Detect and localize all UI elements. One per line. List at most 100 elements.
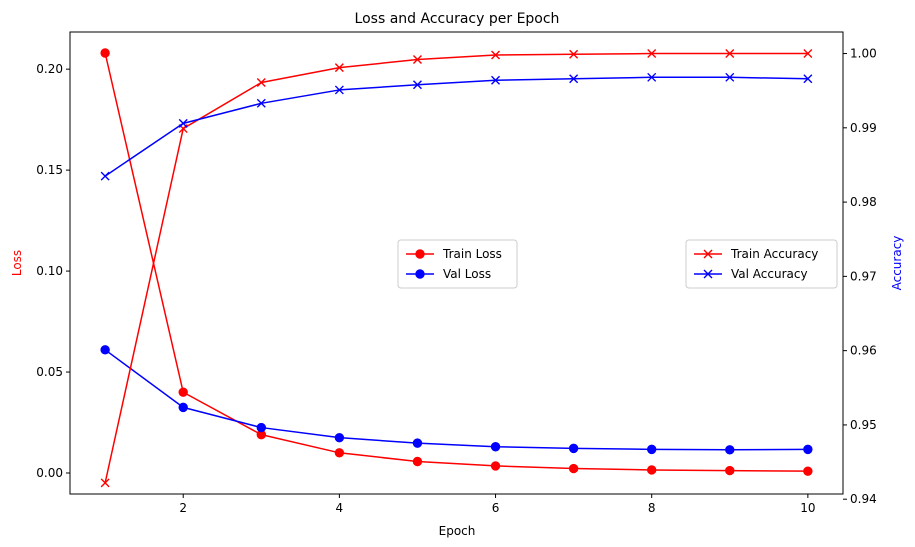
legend-item-train-loss: Train Loss [406,247,502,261]
val-accuracy-point-stroke [334,85,344,95]
right-y-tick-label: 0.97 [850,269,877,283]
chart-title: Loss and Accuracy per Epoch [355,11,560,27]
legend-swatch-marker [415,269,425,279]
train-accuracy-point [491,50,501,60]
series-val-loss [100,345,813,455]
legend-item-val-loss: Val Loss [406,267,491,281]
legend-swatch-marker [703,269,713,279]
left-y-tick-label: 0.10 [36,264,63,278]
val-accuracy-point-stroke [178,118,188,128]
val-loss-point [803,444,813,455]
axes-frame [69,31,844,495]
legend-swatch-marker-stroke [703,249,713,259]
val-loss-point [178,402,188,413]
val-accuracy-point [334,85,344,95]
train-loss-point [803,466,813,476]
train-accuracy-point [256,78,266,88]
right-y-tick-label: 0.96 [850,344,877,358]
val-accuracy-point-stroke [491,75,501,85]
val-accuracy-point [725,72,735,82]
train-loss-point [568,463,579,474]
train-accuracy-point-stroke [803,49,813,59]
train-accuracy-point [412,54,422,64]
val-accuracy-point-stroke [412,80,422,90]
series-val-accuracy [100,72,813,181]
left-y-tick-label: 0.15 [36,163,63,177]
x-tick-label: 2 [179,501,187,515]
val-accuracy-point-stroke [569,74,579,84]
val-accuracy-point [412,80,422,90]
left-y-tick-label: 0.20 [36,62,63,76]
train-loss-point [647,465,657,475]
right-y-tick-label: 0.99 [850,121,877,135]
val-loss-point [568,443,579,454]
train-accuracy-point [569,49,579,59]
left-axis-label: Loss [10,250,24,276]
x-tick-label: 4 [336,501,344,515]
val-accuracy-point [256,98,266,108]
x-tick-label: 10 [800,501,815,515]
series-train-loss [100,48,813,476]
val-accuracy-point [569,74,579,84]
train-loss-point [725,465,735,476]
legend-item-train-accuracy: Train Accuracy [694,247,818,261]
legend-box [397,239,518,289]
legend-swatch-marker [415,249,425,259]
train-loss-point [334,448,345,458]
plot-area: 2 4 6 8 10 0.00 0.05 0.10 0.15 0.20 0.94 0.95 0.96 0.… [36,31,877,515]
legend-swatch-marker-stroke [703,269,713,279]
train-accuracy-line [104,52,808,484]
legend-box [685,239,838,289]
train-accuracy-point-stroke [725,49,735,59]
val-loss-point [256,422,266,433]
right-y-tick-label: 0.95 [850,418,877,432]
legend-loss: Train Loss Val Loss [397,239,518,289]
train-loss-point [178,387,188,397]
val-loss-line [104,349,808,451]
x-axis-label: Epoch [439,524,476,538]
right-y-tick-label: 0.98 [850,195,877,209]
val-loss-point [334,432,345,443]
train-loss-point [100,48,110,58]
train-accuracy-point [647,49,657,59]
val-loss-point [490,442,501,452]
val-accuracy-point-stroke [647,72,657,82]
train-accuracy-point [334,63,344,73]
val-accuracy-point [178,118,188,128]
legend-swatch-marker [703,249,713,259]
val-accuracy-point-stroke [803,74,813,84]
x-tick-label: 8 [648,501,656,515]
train-accuracy-point-stroke [256,78,266,88]
val-loss-point [725,445,735,455]
train-accuracy-point [803,49,813,59]
val-accuracy-point [803,74,813,84]
train-accuracy-point-stroke [569,49,579,59]
legend-label: Train Accuracy [730,247,818,261]
train-loss-line [104,52,808,472]
val-accuracy-point [647,72,657,82]
legend-label: Train Loss [442,247,502,261]
val-loss-point [100,345,110,355]
val-accuracy-point-stroke [256,98,266,108]
left-y-tick-label: 0.00 [36,466,63,480]
legend-item-val-accuracy: Val Accuracy [694,267,808,281]
x-tick-label: 6 [492,501,500,515]
right-axis-label: Accuracy [890,236,904,291]
val-loss-point [647,444,657,455]
train-accuracy-point-stroke [647,49,657,59]
train-accuracy-point-stroke [412,54,422,64]
val-loss-point [412,438,423,448]
left-y-tick-label: 0.05 [36,365,63,379]
right-y-tick-label: 1.00 [850,47,877,61]
val-accuracy-line [104,76,808,177]
val-accuracy-point [100,171,110,181]
train-accuracy-point-stroke [491,50,501,60]
train-loss-point [490,461,501,471]
val-accuracy-point-stroke [725,72,735,82]
train-accuracy-point [725,49,735,59]
legend-accuracy: Train Accuracy Val Accuracy [685,239,838,289]
legend-label: Val Loss [443,267,491,281]
right-y-tick-label: 0.94 [850,492,877,506]
train-accuracy-point-stroke [334,63,344,73]
